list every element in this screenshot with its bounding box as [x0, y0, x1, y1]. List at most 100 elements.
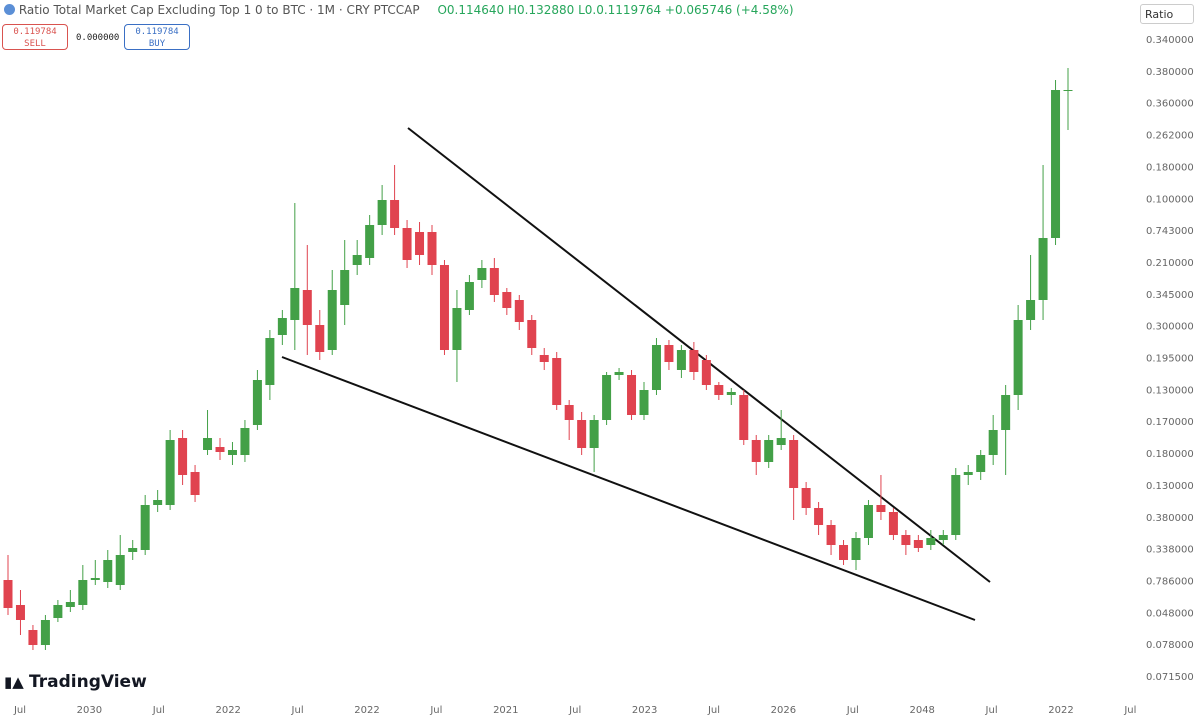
candle-body — [963, 472, 973, 475]
time-axis-label: 2022 — [354, 705, 379, 716]
candle-body — [577, 420, 587, 448]
time-axis-label: Jul — [152, 705, 165, 716]
candle-body — [888, 512, 898, 535]
candle-body — [764, 440, 774, 462]
candle-body — [427, 232, 437, 265]
price-axis-label: 0.071500 — [1146, 672, 1194, 683]
candle-body — [839, 545, 849, 560]
candle-body — [377, 200, 387, 225]
candle-body — [115, 555, 125, 585]
candle-body — [140, 505, 150, 550]
candle-body — [90, 578, 100, 580]
candle-body — [215, 447, 225, 452]
brand-name: TradingView — [29, 672, 147, 692]
ohlc-readout: O0.114640 H0.132880 L0.0.1119764 +0.0657… — [437, 3, 794, 17]
candle-body — [53, 605, 63, 618]
trend-line-lower — [281, 356, 976, 621]
time-axis-label: Jul — [985, 705, 998, 716]
candle-body — [252, 380, 262, 425]
candle-body — [751, 440, 761, 462]
candle-body — [178, 438, 188, 475]
candle-body — [539, 355, 549, 362]
price-axis-label: 0.786000 — [1146, 576, 1194, 587]
candle-body — [452, 308, 462, 350]
candle-body — [926, 538, 936, 545]
time-axis-label: 2023 — [632, 705, 657, 716]
candle-body — [290, 288, 300, 320]
price-axis-label: 0.360000 — [1146, 99, 1194, 110]
candle-body — [938, 535, 948, 540]
candle-body — [365, 225, 375, 258]
candle-body — [1026, 300, 1036, 320]
trend-line-upper — [407, 127, 991, 583]
buy-price: 0.119784 — [135, 27, 179, 37]
symbol-icon — [4, 4, 15, 15]
candle-body — [739, 395, 749, 440]
time-axis-label: Jul — [291, 705, 304, 716]
price-axis-label: 0.048000 — [1146, 608, 1194, 619]
candle-body — [851, 538, 861, 560]
candle-body — [265, 338, 275, 385]
candle-body — [552, 358, 562, 405]
candle-body — [714, 385, 724, 395]
candle-body — [651, 345, 661, 390]
candle-body — [913, 540, 923, 548]
time-axis-label: 2048 — [909, 705, 934, 716]
sell-button[interactable]: 0.119784 SELL — [2, 24, 68, 50]
candle-body — [876, 505, 886, 512]
price-axis-label: 0.078000 — [1146, 640, 1194, 651]
candle-body — [489, 268, 499, 295]
candle-body — [789, 440, 799, 488]
candle-body — [153, 500, 163, 505]
candle-body — [477, 268, 487, 280]
candle-body — [464, 282, 474, 310]
price-axis-label: 0.130000 — [1146, 385, 1194, 396]
time-axis-label: Jul — [1123, 705, 1136, 716]
candle-body — [3, 580, 13, 608]
spread: 0.000000 — [76, 33, 120, 43]
candle-body — [1038, 238, 1048, 300]
candle-body — [1051, 90, 1061, 238]
sell-price: 0.119784 — [13, 27, 57, 37]
candle-body — [514, 300, 524, 322]
buy-label: BUY — [148, 39, 166, 49]
candle-body — [128, 548, 138, 552]
candle-body — [527, 320, 537, 348]
candle-body — [614, 372, 624, 375]
price-axis-label: 0.338000 — [1146, 545, 1194, 556]
symbol-title: Ratio Total Market Cap Excluding Top 1 0… — [18, 3, 420, 17]
candle-body — [78, 580, 88, 605]
time-axis-label: Jul — [13, 705, 26, 716]
candle-body — [1063, 90, 1073, 91]
candle-body — [589, 420, 599, 448]
scale-mode[interactable]: Ratio — [1140, 4, 1194, 24]
candle-body — [203, 438, 213, 450]
header: Ratio Total Market Cap Excluding Top 1 0… — [4, 3, 794, 17]
time-axis-label: 2026 — [771, 705, 796, 716]
candle-body — [340, 270, 350, 305]
price-axis-label: 0.340000 — [1146, 35, 1194, 46]
candle-body — [564, 405, 574, 420]
candle-body — [165, 440, 175, 505]
candle-body — [402, 228, 412, 260]
sell-label: SELL — [24, 39, 46, 49]
candle-body — [776, 438, 786, 445]
candle-body — [28, 630, 38, 645]
price-axis-label: 0.100000 — [1146, 194, 1194, 205]
time-axis-label: 2022 — [215, 705, 240, 716]
candle-body — [352, 255, 362, 265]
candle-body — [901, 535, 911, 545]
time-axis-label: 2022 — [1048, 705, 1073, 716]
candle-body — [65, 602, 75, 607]
buy-button[interactable]: 0.119784 BUY — [124, 24, 190, 50]
price-axis-label: 0.130000 — [1146, 481, 1194, 492]
price-axis-label: 0.180000 — [1146, 449, 1194, 460]
candle-body — [103, 560, 113, 582]
candle-body — [701, 360, 711, 385]
time-axis-label: Jul — [568, 705, 581, 716]
candle-body — [627, 375, 637, 415]
price-axis-label: 0.345000 — [1146, 290, 1194, 301]
price-axis-label: 0.262000 — [1146, 131, 1194, 142]
candle-body — [801, 488, 811, 508]
